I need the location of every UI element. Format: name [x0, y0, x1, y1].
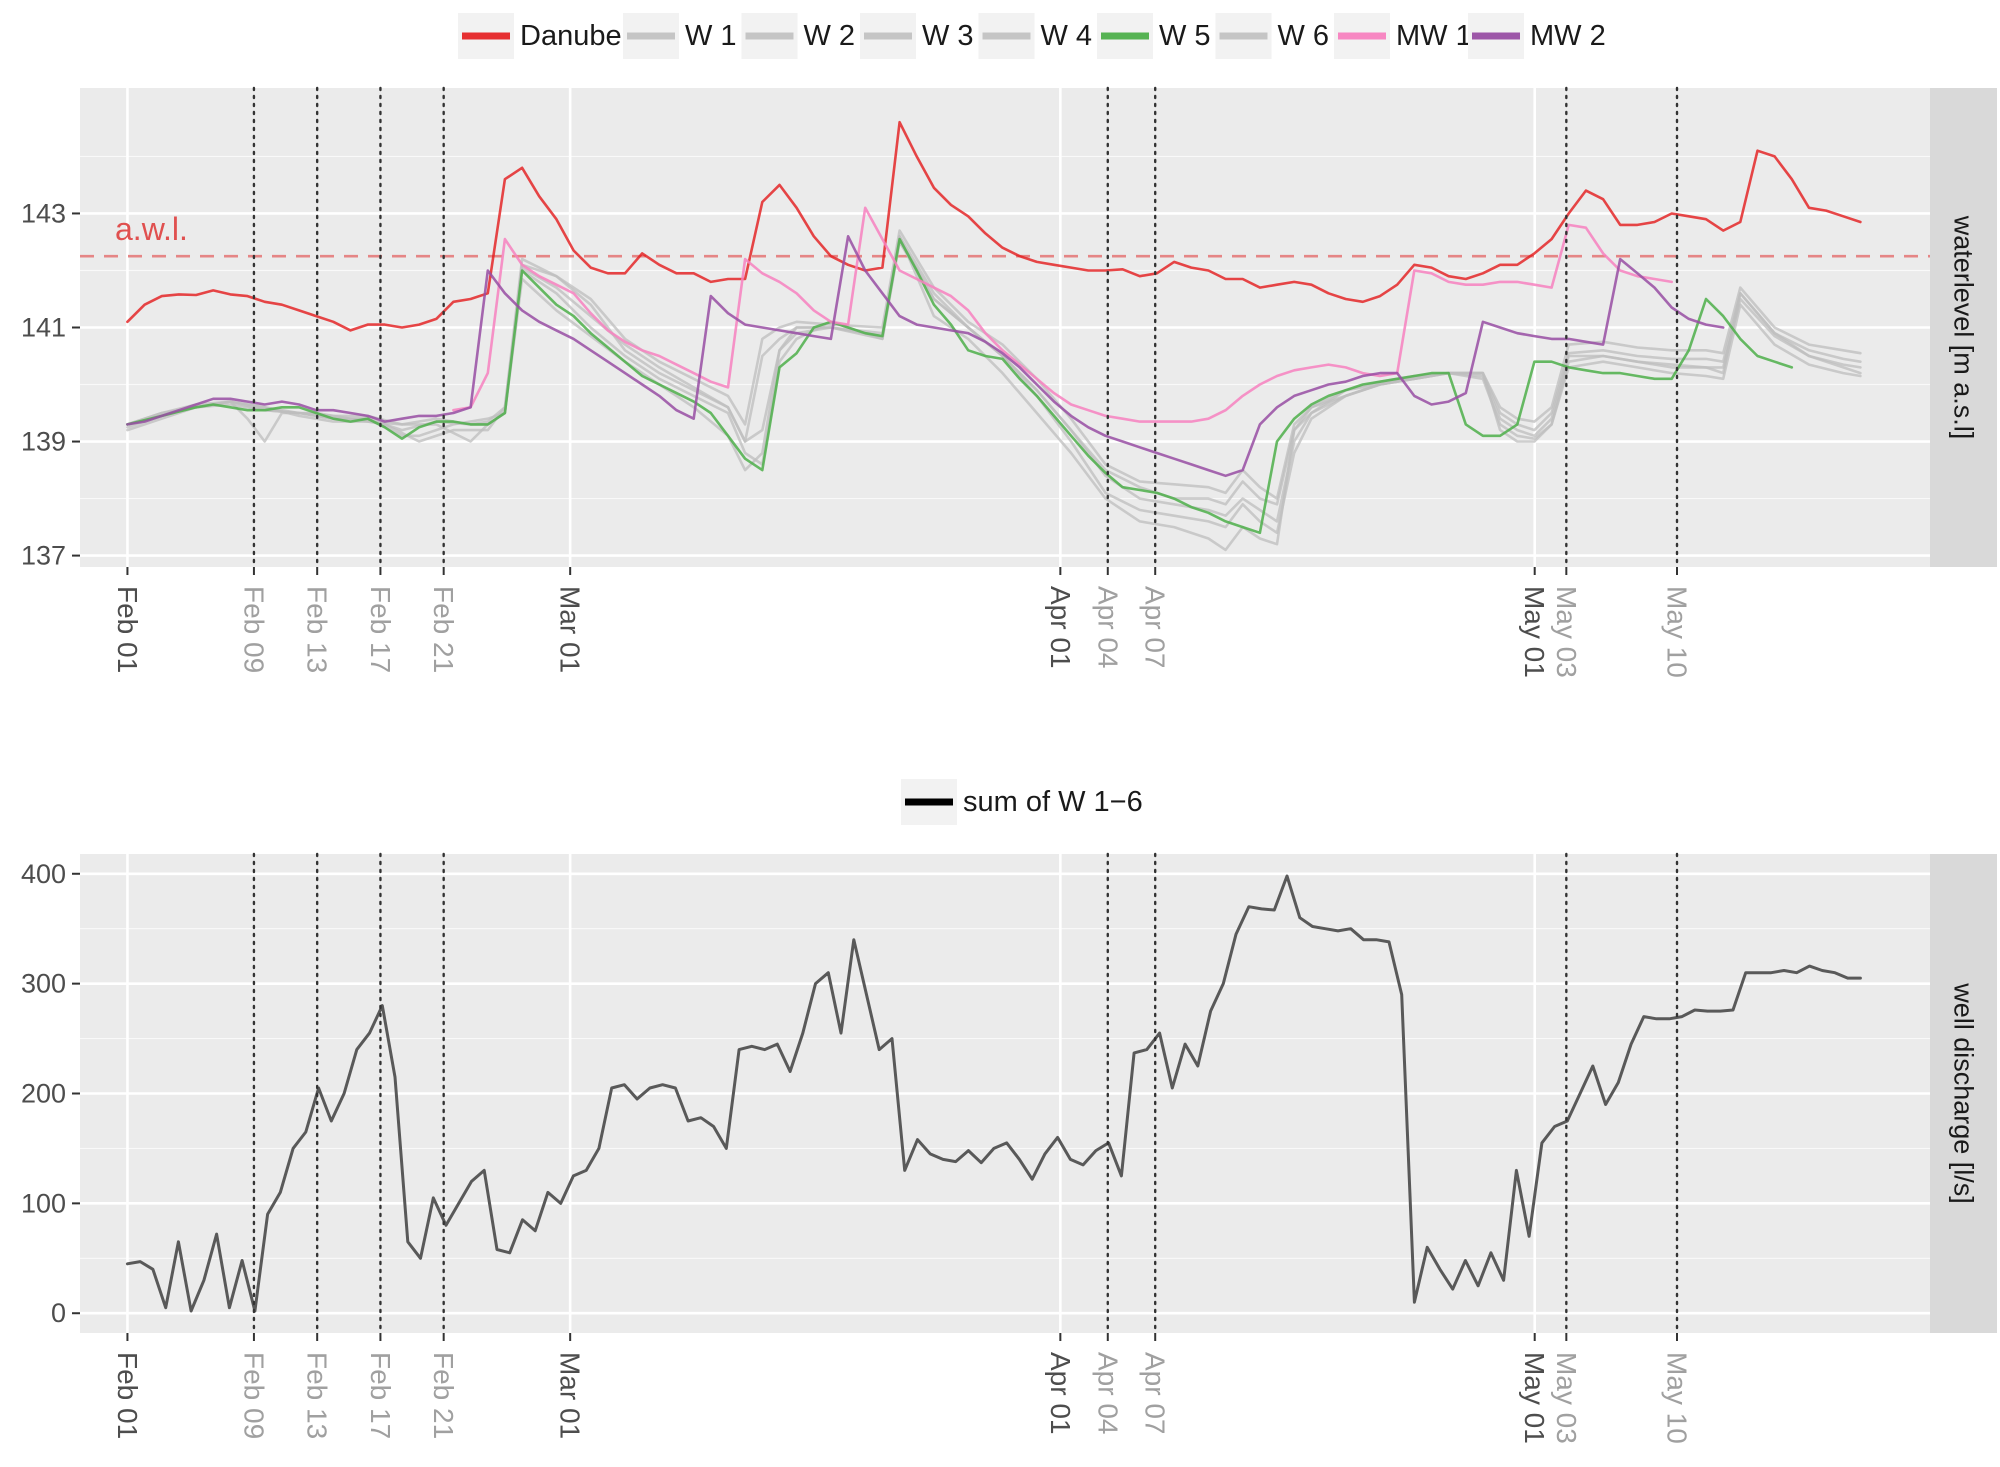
- legend-label: W 1: [685, 20, 737, 52]
- event-tick-label: Feb 17: [365, 586, 396, 673]
- legend: Danube W 1 W 2 W 3 W 4 W 5 W 6 MW 1 MW 2: [458, 13, 1606, 59]
- chart-panel-2: well discharge [l/s] 0 100 200 300 400 Feb 01 M…: [21, 779, 1997, 1444]
- y-tick-label: 139: [21, 427, 66, 457]
- event-tick-label: Feb 09: [238, 586, 269, 673]
- x-tick-label: Apr 01: [1045, 1352, 1076, 1435]
- legend-label: W 4: [1041, 20, 1093, 52]
- y-tick-label: 200: [21, 1079, 66, 1109]
- event-tick-label: Feb 21: [428, 1352, 459, 1439]
- y-tick-label: 400: [21, 859, 66, 889]
- facet-strip-label: waterlevel [m a.s.l]: [1949, 215, 1979, 440]
- event-tick-label: Feb 21: [428, 586, 459, 673]
- legend-label: W 5: [1159, 20, 1211, 52]
- facet-strip-label: well discharge [l/s]: [1949, 982, 1979, 1204]
- y-tick-label: 0: [51, 1298, 66, 1328]
- x-tick-label: Feb 01: [112, 586, 143, 673]
- facet-strip: [1930, 88, 1997, 567]
- event-tick-label: Apr 04: [1092, 586, 1123, 669]
- event-tick-label: May 10: [1662, 1352, 1693, 1444]
- legend-label: MW 2: [1530, 20, 1606, 52]
- y-tick-label: 300: [21, 969, 66, 999]
- y-tick-label: 100: [21, 1188, 66, 1218]
- legend-label: W 6: [1278, 20, 1330, 52]
- series-line-mw-1: [452, 206, 1673, 423]
- x-tick-label: Mar 01: [555, 586, 586, 673]
- event-tick-label: Apr 07: [1140, 586, 1171, 669]
- event-tick-label: Apr 04: [1092, 1352, 1123, 1435]
- legend-label: Danube: [520, 20, 622, 52]
- event-tick-label: Feb 13: [302, 586, 333, 673]
- series-line-mw-2: [126, 235, 1725, 478]
- series-line-sum-of-w-1-6: [125, 874, 1862, 1313]
- reference-line-label: a.w.l.: [115, 211, 188, 247]
- y-tick-label: 143: [21, 198, 66, 228]
- legend-label: sum of W 1−6: [963, 786, 1143, 818]
- x-tick-label: Mar 01: [555, 1352, 586, 1439]
- event-tick-label: May 03: [1551, 586, 1582, 678]
- chart-panel-1: waterlevel [m a.s.l] 137 139 141 143 Feb 01 Ma…: [21, 13, 1997, 678]
- legend-label: MW 1: [1396, 20, 1472, 52]
- event-tick-label: May 10: [1662, 586, 1693, 678]
- y-tick-label: 141: [21, 313, 66, 343]
- event-tick-label: Feb 17: [365, 1352, 396, 1439]
- facet-strip: [1930, 854, 1997, 1333]
- x-tick-label: May 01: [1519, 586, 1550, 678]
- legend-label: W 2: [804, 20, 856, 52]
- legend: sum of W 1−6: [901, 779, 1143, 825]
- event-tick-label: Feb 09: [238, 1352, 269, 1439]
- event-tick-label: May 03: [1551, 1352, 1582, 1444]
- series-line-danube: [126, 120, 1862, 332]
- event-tick-label: Feb 13: [302, 1352, 333, 1439]
- event-tick-label: Apr 07: [1140, 1352, 1171, 1435]
- x-tick-label: May 01: [1519, 1352, 1550, 1444]
- y-tick-label: 137: [21, 541, 66, 571]
- x-tick-label: Apr 01: [1045, 586, 1076, 669]
- series-line-w-5: [126, 237, 1794, 535]
- legend-label: W 3: [922, 20, 974, 52]
- x-tick-label: Feb 01: [112, 1352, 143, 1439]
